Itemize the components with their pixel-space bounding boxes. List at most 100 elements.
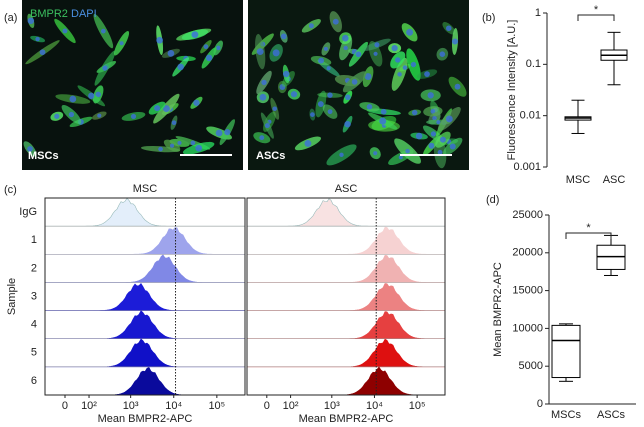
significance-bracket: [577, 14, 615, 21]
histogram: [247, 198, 445, 227]
nucleus: [395, 57, 401, 63]
nucleus: [264, 123, 270, 129]
y-tick-label: 0.01: [520, 110, 541, 122]
nucleus: [445, 25, 452, 32]
nucleus: [380, 108, 387, 115]
nucleus: [190, 140, 196, 146]
histogram: [247, 283, 445, 311]
nucleus: [326, 66, 331, 71]
nucleus: [272, 49, 280, 57]
histogram: [45, 338, 245, 368]
nucleus: [193, 99, 200, 106]
nucleus: [318, 57, 324, 64]
nucleus: [256, 48, 264, 56]
x-tick-label: 10⁵: [409, 400, 426, 412]
significance: *: [594, 4, 599, 16]
x-tick-label: ASC: [603, 174, 626, 186]
y-tick-label: 5000: [519, 360, 543, 372]
nucleus: [203, 44, 209, 50]
nucleus: [454, 83, 461, 90]
nucleus: [439, 51, 446, 57]
histogram: [45, 227, 245, 255]
box: [551, 324, 581, 379]
x-axis-label: Mean BMPR2-APC: [98, 413, 193, 425]
nucleus: [68, 111, 75, 118]
nucleus: [430, 109, 436, 114]
image-label: MSCs: [28, 150, 59, 162]
stain-label: BMPR2: [30, 8, 68, 20]
y-axis-label: Mean BMPR2-APC: [492, 262, 504, 357]
nucleus: [432, 115, 437, 121]
nucleus: [215, 45, 221, 51]
histogram: [247, 366, 445, 396]
nucleus: [39, 49, 46, 56]
nucleus: [445, 115, 453, 123]
row-label: 4: [31, 319, 37, 331]
nucleus: [154, 105, 161, 112]
nucleus: [282, 70, 290, 78]
nucleus: [158, 146, 163, 152]
nucleus: [364, 73, 372, 81]
x-tick-label: 10⁵: [208, 400, 225, 412]
x-tick-label: 10²: [81, 400, 97, 412]
x-tick-label: ASCs: [597, 409, 626, 421]
nucleus: [310, 112, 315, 117]
nucleus: [224, 129, 231, 136]
nucleus: [402, 65, 408, 70]
nucleus: [290, 91, 298, 98]
nucleus: [428, 142, 435, 149]
panel-frame: [246, 197, 446, 396]
x-tick-label: 10⁴: [366, 400, 383, 412]
panel-title: ASC: [335, 183, 358, 195]
y-tick-label: 1: [535, 7, 541, 19]
nucleus: [374, 42, 380, 48]
nucleus: [451, 38, 459, 45]
row-label: 6: [31, 375, 37, 387]
y-axis-label: Fluorescence Intensity [A.U.]: [506, 20, 518, 161]
nucleus: [344, 120, 351, 128]
y-tick-label: 0.001: [513, 161, 541, 173]
nucleus: [162, 105, 170, 113]
nucleus: [437, 149, 443, 155]
x-tick-label: 0: [62, 400, 68, 412]
x-axis-label: Mean BMPR2-APC: [299, 413, 394, 425]
stain-label: DAPI: [71, 8, 97, 20]
nucleus: [436, 120, 441, 125]
nucleus: [95, 91, 101, 98]
nucleus: [355, 51, 362, 58]
nucleus: [430, 131, 436, 137]
nucleus: [119, 41, 124, 46]
nucleus: [405, 148, 410, 154]
y-tick-label: 10000: [512, 322, 543, 334]
panel-label: (c): [4, 184, 17, 196]
row-label: 1: [31, 234, 37, 246]
x-tick-label: MSCs: [551, 409, 581, 421]
nucleus: [379, 117, 387, 125]
nucleus: [88, 92, 95, 99]
nucleus: [373, 151, 378, 156]
nucleus: [156, 36, 163, 44]
nucleus: [167, 49, 175, 57]
nucleus: [259, 135, 265, 141]
nucleus: [35, 36, 40, 42]
nucleus: [439, 136, 447, 143]
nucleus: [344, 94, 351, 101]
panel-label: (a): [4, 12, 17, 24]
nucleus: [205, 54, 213, 62]
significance: *: [586, 222, 591, 234]
nucleus: [304, 139, 312, 147]
row-label: 3: [31, 290, 37, 302]
row-label: 2: [31, 262, 37, 274]
y-axis-label: Sample: [6, 278, 18, 315]
nucleus: [261, 79, 267, 86]
nucleus: [177, 140, 182, 145]
histogram: [45, 283, 245, 311]
nucleus: [317, 101, 324, 107]
panel-label: (d): [486, 194, 499, 206]
panel-title: MSC: [133, 183, 158, 195]
histogram: [247, 338, 445, 368]
nucleus: [323, 46, 328, 51]
histogram: [45, 310, 245, 340]
nucleus: [215, 129, 223, 137]
